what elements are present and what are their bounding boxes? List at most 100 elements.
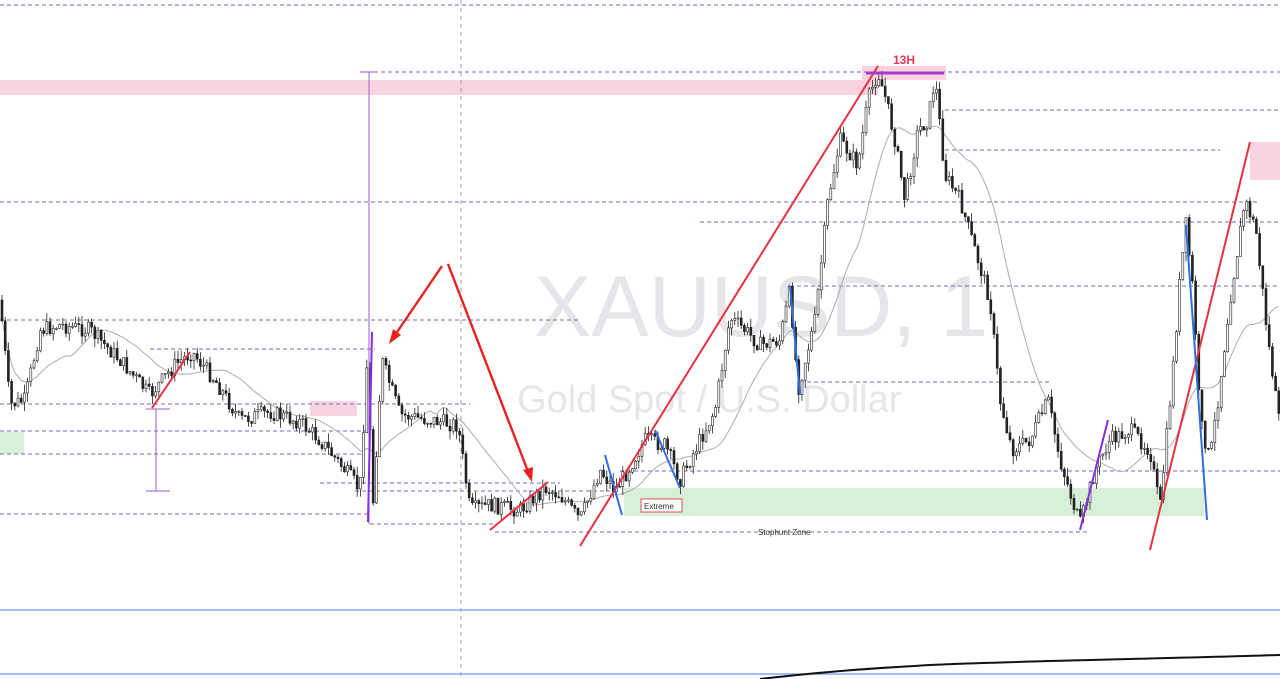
candle[interactable] xyxy=(695,444,698,460)
candle[interactable] xyxy=(1187,214,1191,258)
candle[interactable] xyxy=(327,433,330,455)
candle[interactable] xyxy=(71,322,74,329)
candle[interactable] xyxy=(864,100,868,136)
candle[interactable] xyxy=(1107,434,1111,460)
extreme-label-box[interactable]: Extreme xyxy=(640,498,683,513)
candle[interactable] xyxy=(896,144,900,153)
candle[interactable] xyxy=(202,357,205,373)
candle[interactable] xyxy=(138,373,141,378)
candle[interactable] xyxy=(167,368,170,379)
candle[interactable] xyxy=(602,464,605,479)
candle[interactable] xyxy=(64,321,68,338)
candle[interactable] xyxy=(682,462,685,488)
candle[interactable] xyxy=(333,454,337,462)
candle[interactable] xyxy=(1047,394,1050,401)
candle[interactable] xyxy=(714,404,717,418)
candle[interactable] xyxy=(439,417,442,430)
candle[interactable] xyxy=(42,327,45,337)
candle[interactable] xyxy=(935,81,938,100)
candle[interactable] xyxy=(1005,410,1009,434)
candle[interactable] xyxy=(1226,318,1229,353)
candle[interactable] xyxy=(999,366,1002,411)
demand-zone-extreme[interactable] xyxy=(624,488,1204,516)
candle[interactable] xyxy=(851,143,855,168)
candle[interactable] xyxy=(112,342,116,364)
candle[interactable] xyxy=(899,150,903,181)
candle[interactable] xyxy=(954,187,957,195)
candle[interactable] xyxy=(1181,252,1185,282)
candle[interactable] xyxy=(362,425,365,485)
candle[interactable] xyxy=(19,393,23,404)
candle[interactable] xyxy=(893,127,897,155)
candle[interactable] xyxy=(48,317,52,336)
candle[interactable] xyxy=(448,419,452,440)
candle[interactable] xyxy=(579,511,583,517)
candle[interactable] xyxy=(573,502,577,513)
candle[interactable] xyxy=(320,441,324,451)
arrow-left[interactable] xyxy=(392,265,443,339)
candle[interactable] xyxy=(7,342,10,387)
candle[interactable] xyxy=(279,402,282,428)
trend-line[interactable] xyxy=(604,454,623,516)
candle[interactable] xyxy=(1104,443,1108,460)
candle[interactable] xyxy=(291,419,295,430)
candle[interactable] xyxy=(80,316,84,344)
candle[interactable] xyxy=(1027,436,1031,453)
candle[interactable] xyxy=(547,487,551,501)
candle[interactable] xyxy=(845,136,849,162)
candle[interactable] xyxy=(781,319,785,345)
candle[interactable] xyxy=(621,466,625,496)
candle[interactable] xyxy=(877,72,881,88)
candle[interactable] xyxy=(1043,398,1047,415)
candle[interactable] xyxy=(23,384,26,411)
candle[interactable] xyxy=(890,98,893,131)
candle[interactable] xyxy=(887,96,890,110)
candle[interactable] xyxy=(701,428,705,450)
candle[interactable] xyxy=(871,79,874,95)
candle[interactable] xyxy=(826,198,829,230)
candle[interactable] xyxy=(720,363,724,388)
candle[interactable] xyxy=(429,422,433,428)
candle[interactable] xyxy=(445,407,449,427)
candle[interactable] xyxy=(1171,355,1175,409)
candle[interactable] xyxy=(365,359,369,433)
candle[interactable] xyxy=(58,323,61,329)
candle[interactable] xyxy=(736,310,740,327)
candle[interactable] xyxy=(1219,376,1223,413)
candle[interactable] xyxy=(554,484,557,504)
candle[interactable] xyxy=(605,470,609,492)
candle[interactable] xyxy=(234,403,237,419)
candle[interactable] xyxy=(1139,427,1143,455)
candle[interactable] xyxy=(189,354,193,369)
candle[interactable] xyxy=(1165,421,1169,476)
candle[interactable] xyxy=(288,405,292,426)
candle[interactable] xyxy=(295,415,298,432)
candle[interactable] xyxy=(176,351,180,369)
candle[interactable] xyxy=(90,318,93,334)
candle[interactable] xyxy=(74,316,77,328)
candle[interactable] xyxy=(471,493,474,505)
candle[interactable] xyxy=(432,416,436,429)
candle[interactable] xyxy=(592,479,596,500)
candle[interactable] xyxy=(941,110,945,162)
candle[interactable] xyxy=(243,415,247,417)
candle[interactable] xyxy=(1264,282,1268,331)
candle[interactable] xyxy=(29,364,33,387)
candle[interactable] xyxy=(1117,427,1121,448)
candle[interactable] xyxy=(525,502,529,514)
candle[interactable] xyxy=(426,422,429,428)
candle[interactable] xyxy=(285,403,289,419)
candle[interactable] xyxy=(755,344,759,351)
candle[interactable] xyxy=(323,441,327,452)
candle[interactable] xyxy=(707,425,711,434)
candle[interactable] xyxy=(1159,484,1162,501)
candle[interactable] xyxy=(483,495,487,506)
candle[interactable] xyxy=(608,475,612,489)
trend-line[interactable] xyxy=(489,481,549,531)
candle[interactable] xyxy=(1197,331,1201,397)
candle[interactable] xyxy=(848,149,852,161)
candle[interactable] xyxy=(1274,372,1277,392)
candle[interactable] xyxy=(435,414,439,426)
candle[interactable] xyxy=(231,407,234,417)
candle[interactable] xyxy=(122,357,125,371)
